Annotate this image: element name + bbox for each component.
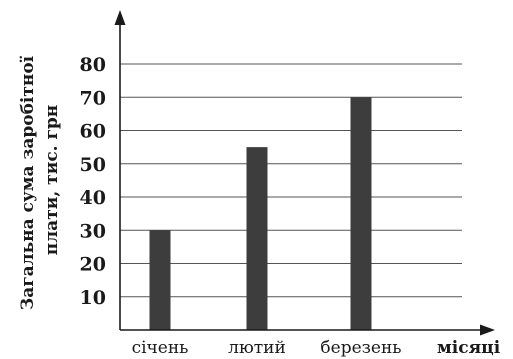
y-tick-label: 80 (80, 54, 106, 76)
y-tick-label: 40 (80, 187, 106, 209)
gridlines (120, 63, 462, 298)
y-tick-label: 20 (80, 254, 106, 276)
x-tick-label: січень (132, 338, 189, 358)
y-tick-label: 50 (80, 154, 106, 176)
y-axis-title: Загальна сума заробітної плати, тис. грн (18, 50, 62, 310)
y-tick-labels: 10 20 30 40 50 60 70 80 (80, 54, 106, 309)
x-axis-arrow (480, 324, 495, 336)
y-tick-label: 70 (80, 87, 106, 109)
y-axis-arrow (114, 10, 126, 25)
x-tick-labels: січень лютий березень (132, 338, 402, 358)
y-tick-label: 60 (80, 121, 106, 143)
x-tick-label: березень (320, 338, 401, 358)
y-axis-title-line-2: плати, тис. грн (42, 105, 62, 256)
axes (114, 10, 495, 336)
bars (149, 97, 372, 330)
bar-3 (350, 97, 372, 330)
bar-2 (246, 147, 268, 330)
y-tick-label: 30 (80, 220, 106, 242)
y-tick-label: 10 (80, 287, 106, 309)
x-axis-title: місяці (437, 338, 501, 358)
x-tick-label: лютий (228, 338, 286, 358)
y-axis-title-line-1: Загальна сума заробітної (18, 55, 38, 310)
bar-1 (149, 230, 171, 330)
